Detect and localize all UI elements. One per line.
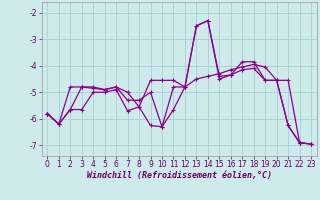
X-axis label: Windchill (Refroidissement éolien,°C): Windchill (Refroidissement éolien,°C): [87, 171, 272, 180]
